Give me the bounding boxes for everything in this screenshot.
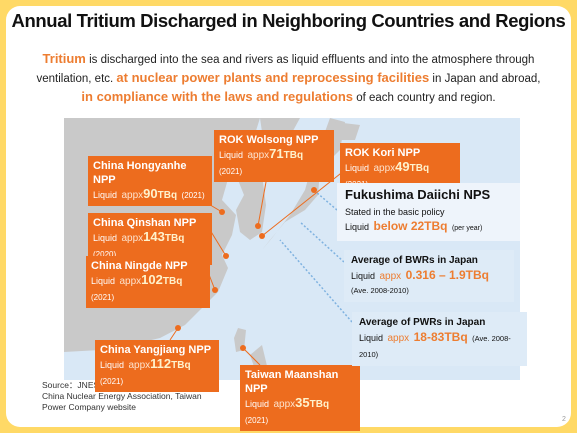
year: (2021) <box>181 191 205 200</box>
pwr-period: (Ave. 2008-2010) <box>359 334 511 359</box>
unit: TBq <box>309 399 330 410</box>
intro-segment: in Japan and abroad, <box>429 73 541 85</box>
plant-box: China Hongyanhe NPP Liquid appx90TBq (202… <box>88 156 212 206</box>
unit: TBq <box>164 233 185 244</box>
amount: 35 <box>295 395 310 410</box>
amount: 112 <box>150 356 172 371</box>
intro-segment: of each country and region. <box>353 92 496 104</box>
bwr-title: Average of BWRs in Japan <box>351 255 478 266</box>
liquid-label: Liquid <box>359 333 384 343</box>
approx: appx <box>247 150 270 161</box>
pwr-amount: 18-83TBq <box>413 330 468 344</box>
bwr-period: (Ave. 2008-2010) <box>351 286 409 295</box>
liquid-label: Liquid <box>100 360 125 370</box>
plant-name: ROK Wolsong NPP <box>219 134 319 146</box>
pwr-title: Average of PWRs in Japan <box>359 317 486 328</box>
unit: TBq <box>409 163 430 174</box>
intro-segment: at nuclear power plants and reprocessing… <box>116 70 430 85</box>
fukushima-note: Stated in the basic policy <box>345 207 445 217</box>
amount: 49 <box>395 159 410 174</box>
liquid-label: Liquid <box>345 163 370 173</box>
year: (2021) <box>219 167 243 176</box>
fukushima-amount: below 22TBq <box>373 219 448 233</box>
liquid-label: Liquid <box>345 222 370 232</box>
approx: appx <box>379 271 402 282</box>
year: (2021) <box>91 293 115 302</box>
amount: 90 <box>143 186 158 201</box>
plant-box: China Yangjiang NPP Liquid appx112TBq (20… <box>95 340 219 392</box>
plant-name: China Hongyanhe NPP <box>93 160 187 186</box>
approx: appx <box>119 276 142 287</box>
bwr-box: Average of BWRs in Japan Liquid appx 0.31… <box>344 250 514 302</box>
amount: 71 <box>269 146 284 161</box>
unit: TBq <box>157 190 178 201</box>
fukushima-title: Fukushima Daiichi NPS <box>345 187 491 202</box>
bwr-amount: 0.316 – 1.9TBq <box>405 268 490 282</box>
approx: appx <box>121 190 144 201</box>
year: (2020) <box>93 250 117 259</box>
title: Annual Tritium Discharged in Neighboring… <box>11 10 566 31</box>
liquid-label: Liquid <box>219 150 244 160</box>
approx: appx <box>121 233 144 244</box>
plant-box: Taiwan Maanshan NPP Liquid appx35TBq (202… <box>240 365 360 431</box>
liquid-label: Liquid <box>93 190 118 200</box>
approx: appx <box>128 360 151 371</box>
plant-name: Taiwan Maanshan NPP <box>245 369 339 395</box>
approx: appx <box>273 399 296 410</box>
fukushima-box: Fukushima Daiichi NPS Stated in the basic… <box>337 183 520 241</box>
plant-name: China Qinshan NPP <box>93 217 197 229</box>
intro-segment: Tritium <box>42 51 86 66</box>
intro-segment: in compliance with the laws and regulati… <box>81 89 354 104</box>
intro: Tritium is discharged into the sea and r… <box>30 50 547 107</box>
plant-box: China Ningde NPP Liquid appx102TBq (2021) <box>86 256 210 308</box>
approx: appx <box>387 333 410 344</box>
unit: TBq <box>171 360 191 371</box>
year: (2021) <box>245 416 269 425</box>
amount: 143 <box>143 229 165 244</box>
liquid-label: Liquid <box>245 399 270 409</box>
liquid-label: Liquid <box>93 233 118 243</box>
pwr-box: Average of PWRs in Japan Liquid appx 18-8… <box>352 312 527 366</box>
approx: appx <box>373 163 396 174</box>
year: (2021) <box>100 377 124 386</box>
plant-name: China Yangjiang NPP <box>100 344 212 356</box>
fukushima-period: (per year) <box>451 225 483 232</box>
plant-name: China Ningde NPP <box>91 260 188 272</box>
intro-segment: is discharged into the sea and rivers as… <box>36 54 535 85</box>
liquid-label: Liquid <box>91 276 116 286</box>
amount: 102 <box>141 272 163 287</box>
plant-box: ROK Wolsong NPP Liquid appx71TBq (2021) <box>214 130 334 182</box>
page-number: 2 <box>562 416 566 423</box>
plant-name: ROK Kori NPP <box>345 147 421 159</box>
liquid-label: Liquid <box>351 271 376 281</box>
unit: TBq <box>162 276 183 287</box>
unit: TBq <box>283 150 304 161</box>
